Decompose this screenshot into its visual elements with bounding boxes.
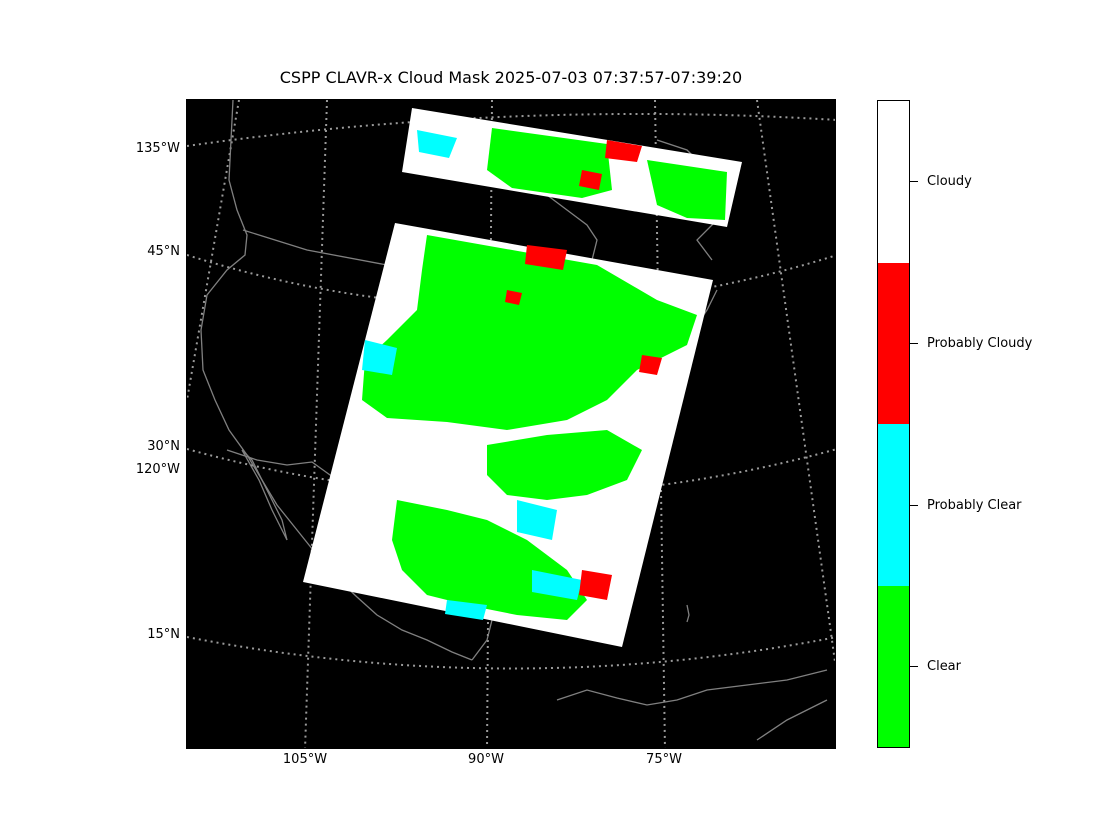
northern-swath xyxy=(402,108,742,227)
lon-label-120w: 120°W xyxy=(135,462,180,477)
southern-swath xyxy=(303,223,713,647)
colorbar-label-probably-clear: Probably Clear xyxy=(927,498,1022,513)
south-swath-probably-cloudy-ne xyxy=(639,355,662,375)
colorbar-probably-clear-swatch xyxy=(878,424,909,586)
lon-line-60w xyxy=(756,100,835,663)
south-swath-probably-clear-gulf xyxy=(517,500,557,540)
lat-line-30n xyxy=(187,448,835,496)
colorbar-clear-swatch xyxy=(878,585,909,747)
colorbar-label-clear: Clear xyxy=(927,659,961,674)
colorbar-tick xyxy=(910,666,918,667)
colorbar-tick xyxy=(910,343,918,344)
colorbar-label-probably-cloudy: Probably Cloudy xyxy=(927,336,1033,351)
south-swath-probably-clear-west xyxy=(362,340,397,375)
colorbar-label-cloudy: Cloudy xyxy=(927,174,972,189)
lat-line-15n xyxy=(187,636,835,670)
lon-line-105w xyxy=(304,100,328,748)
baja-california xyxy=(241,449,288,541)
south-swath-probably-clear-sw xyxy=(532,570,582,600)
north-swath-probably-cloudy xyxy=(605,140,642,162)
lon-line-120w xyxy=(187,100,240,401)
lon-label-105w: 105°W xyxy=(282,752,328,767)
caribbean-islands xyxy=(756,699,828,741)
colorbar-tick xyxy=(910,181,918,182)
south-swath-probably-cloudy-center xyxy=(505,290,522,305)
south-swath-probably-cloudy-north xyxy=(525,245,567,270)
colorbar xyxy=(877,100,910,748)
colorbar-probably-cloudy-swatch xyxy=(878,262,909,424)
north-swath-probably-cloudy-2 xyxy=(579,170,602,190)
lat-line-55n xyxy=(187,112,835,147)
map-title: CSPP CLAVR-x Cloud Mask 2025-07-03 07:37… xyxy=(279,68,743,87)
central-america-caribbean xyxy=(556,669,828,706)
north-swath-probably-clear xyxy=(417,130,457,158)
colorbar-cloudy-swatch xyxy=(878,101,909,263)
lon-label-75w: 75°W xyxy=(646,752,682,767)
lon-label-90w: 90°W xyxy=(468,752,504,767)
south-swath-clear-central xyxy=(362,235,697,430)
map-panel xyxy=(186,99,836,749)
north-swath-clear-east xyxy=(647,160,727,220)
florida-keys xyxy=(686,604,690,623)
lat-label-30n: 30°N xyxy=(147,439,180,454)
colorbar-tick xyxy=(910,505,918,506)
south-swath-clear-southeast xyxy=(487,430,642,500)
lat-label-45n: 45°N xyxy=(147,244,180,259)
map-canvas xyxy=(187,100,835,748)
lon-label-135w: 135°W xyxy=(135,141,180,156)
south-swath-probably-clear-south xyxy=(445,600,487,620)
south-swath-probably-cloudy-south xyxy=(579,570,612,600)
lat-label-15n: 15°N xyxy=(147,627,180,642)
